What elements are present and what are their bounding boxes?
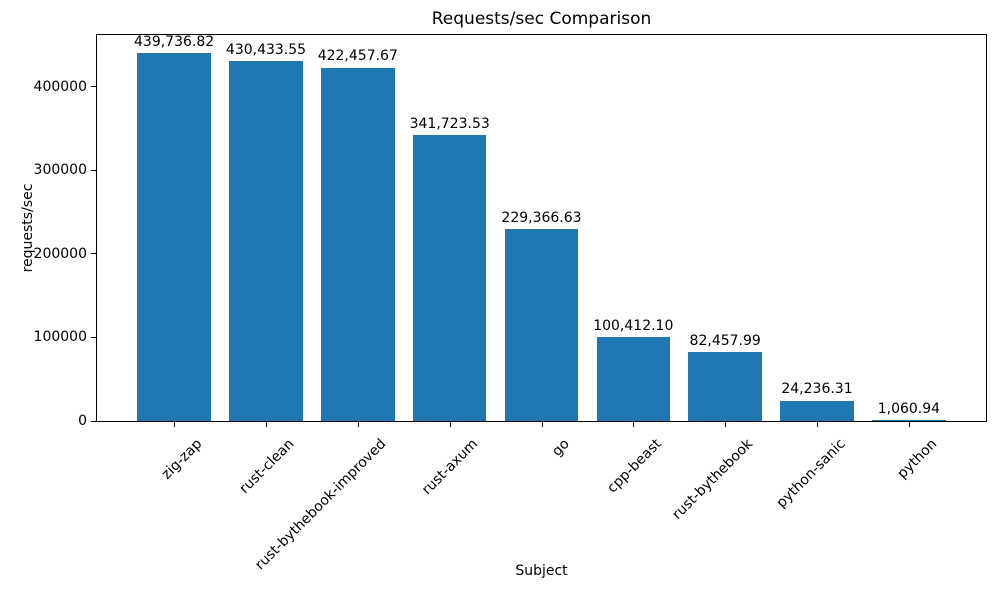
bar (321, 67, 395, 421)
bar-value-label: 1,060.94 (877, 400, 941, 417)
x-tick-label: rust-clean (236, 436, 298, 497)
y-tick-label: 100000 (33, 329, 87, 346)
y-tick-mark (91, 253, 96, 255)
x-tick-label: go (549, 436, 573, 460)
bar-value-label: 422,457.67 (317, 48, 398, 65)
x-tick-mark (541, 422, 543, 427)
y-tick-label: 200000 (33, 245, 87, 262)
x-tick-label: rust-axum (418, 436, 482, 499)
bar (412, 135, 487, 421)
bar-value-label: 100,412.10 (593, 317, 674, 334)
x-tick-mark (357, 422, 359, 427)
chart-title: Requests/sec Comparison (431, 9, 652, 29)
bar-value-label: 229,366.63 (501, 209, 582, 226)
x-tick-label: zig-zap (158, 436, 206, 483)
bar-value-label: 24,236.31 (781, 381, 853, 398)
x-tick-mark (633, 422, 635, 427)
bar-value-label: 82,457.99 (689, 332, 761, 349)
bar (872, 420, 946, 421)
bar-value-label: 430,433.55 (225, 41, 307, 58)
bar (780, 400, 854, 421)
x-tick-mark (725, 422, 727, 427)
bar (229, 61, 303, 421)
bar (504, 229, 579, 421)
x-tick-mark (817, 422, 818, 427)
bar (596, 337, 671, 421)
y-tick-mark (91, 86, 96, 88)
y-tick-mark (91, 420, 96, 422)
y-tick-label: 400000 (33, 78, 87, 95)
bar-value-label: 439,736.82 (134, 34, 215, 51)
plot-area: 439,736.82 430,433.55 422,457.67 341,723.53… (96, 34, 987, 422)
y-tick-mark (91, 169, 96, 171)
y-tick-label: 0 (78, 413, 87, 429)
x-axis-label: Subject (515, 563, 568, 579)
bar (137, 53, 211, 421)
x-tick-label: cpp-beast (604, 436, 665, 497)
bar-value-label: 341,723.53 (409, 115, 490, 132)
y-tick-label: 300000 (33, 162, 87, 179)
bar (688, 352, 762, 421)
x-tick-label: python-sanic (773, 436, 849, 512)
x-tick-mark (174, 422, 176, 427)
x-tick-mark (908, 422, 910, 427)
y-tick-mark (91, 336, 96, 338)
x-tick-label: python (894, 436, 941, 482)
x-tick-mark (266, 422, 267, 427)
x-tick-mark (449, 422, 451, 427)
x-tick-label: rust-bythebook (669, 436, 757, 523)
